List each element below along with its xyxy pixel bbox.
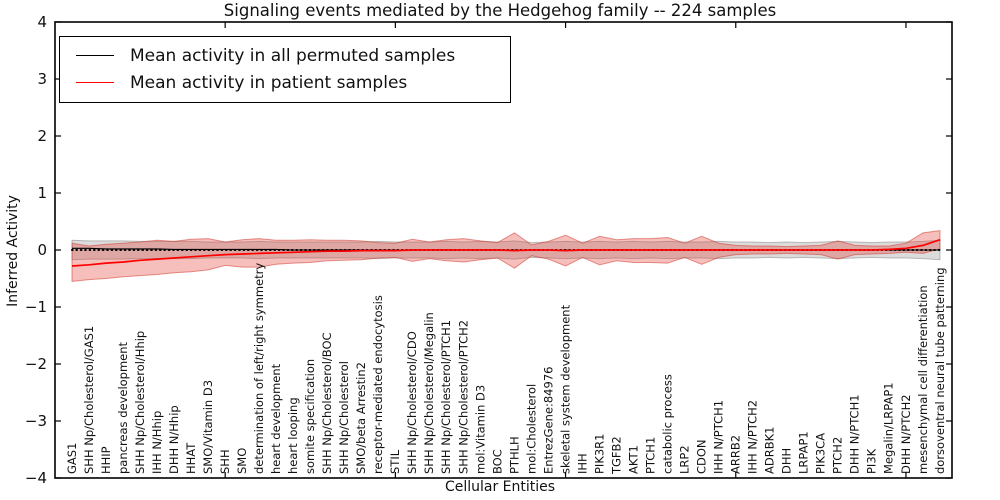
y-tick-label: 1 <box>37 184 47 202</box>
x-category-label: mol:Cholesterol <box>524 384 538 474</box>
y-tick-label: −3 <box>25 412 47 430</box>
y-tick-label: −2 <box>25 355 47 373</box>
x-category-label: IHH N/PTCH1 <box>712 400 726 474</box>
x-category-label: HHAT <box>184 442 198 474</box>
x-category-label: PI3K <box>865 448 879 474</box>
y-tick-label: 4 <box>37 13 47 31</box>
x-category-label: receptor-mediated endocytosis <box>371 295 385 474</box>
x-category-label: SHH Np/Cholesterol/Megalin <box>422 312 436 474</box>
y-tick-label: 0 <box>37 241 47 259</box>
x-category-label: SMO <box>235 448 249 474</box>
x-category-label: mol:Vitamin D3 <box>473 385 487 474</box>
x-category-label: SHH Np/Cholesterol/PTCH1 <box>439 320 453 474</box>
x-category-label: PIK3R1 <box>592 434 606 475</box>
x-category-label: Megalin/LRPAP1 <box>882 382 896 474</box>
x-category-label: SHH Np/Cholesterol/CDO <box>405 331 419 474</box>
x-category-label: SHH Np/Cholesterol/PTCH2 <box>456 320 470 474</box>
x-category-label: catabolic process <box>660 374 674 474</box>
x-category-label: GAS1 <box>65 443 79 474</box>
x-category-label: DHH <box>780 448 794 474</box>
x-category-label: somite specification <box>303 359 317 474</box>
x-category-label: DHH N/Hhip <box>167 405 181 474</box>
x-category-label: DHH N/PTCH1 <box>848 394 862 474</box>
x-category-label: mesenchymal cell differentiation <box>916 285 930 474</box>
x-category-label: PTCH1 <box>643 437 657 474</box>
x-category-label: ARRB2 <box>729 435 743 474</box>
x-category-label: SMO/beta Arrestin2 <box>354 362 368 474</box>
x-category-label: SMO/Vitamin D3 <box>201 380 215 474</box>
x-category-label: EntrezGene:84976 <box>541 367 555 474</box>
patient-samples-std-band <box>71 230 941 282</box>
x-category-label: heart looping <box>286 397 300 474</box>
patient-line-swatch <box>76 82 114 83</box>
x-category-label: pancreas development <box>116 341 130 474</box>
x-category-label: heart development <box>269 363 283 474</box>
x-category-label: AKT1 <box>626 445 640 474</box>
x-category-label: PIK3CA <box>814 433 828 474</box>
x-axis-label: Cellular Entities <box>444 479 556 495</box>
x-category-label: IHH <box>575 453 589 474</box>
x-category-label: PTCH2 <box>831 437 845 474</box>
x-category-label: IHH N/PTCH2 <box>746 400 760 474</box>
x-category-label: SHH <box>218 449 232 474</box>
chart-title: Signaling events mediated by the Hedgeho… <box>223 1 777 20</box>
patient-mean-line <box>71 238 941 267</box>
x-category-label: dorsoventral neural tube patterning <box>933 267 947 474</box>
x-category-label: ADRBK1 <box>763 427 777 474</box>
x-category-label: CDON <box>695 439 709 474</box>
y-tick-label: 2 <box>37 127 47 145</box>
legend-box: Mean activity in all permuted samples Me… <box>59 36 511 103</box>
legend-item-patient: Mean activity in patient samples <box>60 69 510 96</box>
x-category-label: PTHLH <box>507 436 521 474</box>
x-category-label: BOC <box>490 449 504 474</box>
x-category-label: SHH Np/Cholesterol/Hhip <box>133 331 147 474</box>
x-category-label: HHIP <box>99 446 113 474</box>
x-category-label: SHH Np/Cholesterol/BOC <box>320 332 334 474</box>
y-tick-label: 3 <box>37 70 47 88</box>
x-category-label: LRPAP1 <box>797 431 811 474</box>
y-axis-label: Inferred Activity <box>5 195 21 307</box>
permuted-line-swatch <box>76 55 114 56</box>
x-category-label: determination of left/right symmetry <box>252 263 266 474</box>
x-category-label: SHH Np/Cholesterol <box>337 361 351 474</box>
x-category-label: skeletal system development <box>558 304 572 474</box>
legend-label-permuted: Mean activity in all permuted samples <box>130 45 456 66</box>
x-category-label: SHH Np/Cholesterol/GAS1 <box>82 326 96 474</box>
x-category-label: IHH N/Hhip <box>150 411 164 474</box>
y-tick-label: −1 <box>25 298 47 316</box>
legend-label-patient: Mean activity in patient samples <box>130 72 408 93</box>
x-category-label: STIL <box>388 449 402 474</box>
legend-item-permuted: Mean activity in all permuted samples <box>60 42 510 69</box>
x-category-label: LRP2 <box>678 445 692 474</box>
x-category-label: TGFB2 <box>609 436 623 475</box>
y-tick-label: −4 <box>25 469 47 487</box>
x-category-label: DHH N/PTCH2 <box>899 394 913 474</box>
